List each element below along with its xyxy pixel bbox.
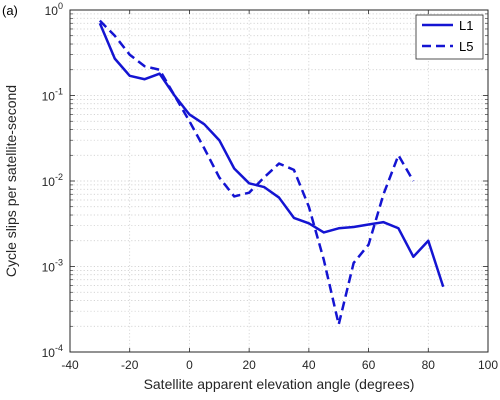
legend: L1 L5: [415, 14, 484, 60]
x-tick-label: 20: [242, 358, 256, 372]
y-axis-ticks: 10-4 10-3 10-2 10-1 100: [42, 1, 488, 360]
legend-box: [415, 14, 484, 60]
series-line-l1: [98, 22, 445, 288]
y-axis-label: Cycle slips per satellite-second: [3, 85, 19, 277]
x-tick-label: 40: [302, 358, 316, 372]
series-line-l5: [98, 19, 415, 326]
y-tick-label: 10-3: [42, 258, 63, 275]
legend-label-l1: L1: [459, 18, 473, 33]
plot-frame: [69, 9, 489, 353]
x-tick-label: 0: [186, 358, 193, 372]
y-tick-label: 100: [45, 1, 63, 18]
x-tick-label: -40: [61, 358, 79, 372]
x-axis-label: Satellite apparent elevation angle (degr…: [144, 376, 415, 392]
y-tick-label: 10-1: [42, 87, 63, 104]
legend-label-l5: L5: [459, 39, 473, 54]
y-tick-label: 10-4: [42, 343, 63, 360]
x-tick-label: 100: [478, 358, 498, 372]
y-tick-label: 10-2: [42, 172, 63, 189]
panel-label: (a): [2, 3, 18, 18]
x-tick-label: -20: [121, 358, 139, 372]
grid-lines: [69, 10, 489, 353]
x-tick-label: 60: [362, 358, 376, 372]
x-tick-label: 80: [422, 358, 436, 372]
series-lines: [98, 19, 445, 326]
x-axis-ticks: -40 -20 0 20 40 60 80 100: [61, 10, 498, 372]
